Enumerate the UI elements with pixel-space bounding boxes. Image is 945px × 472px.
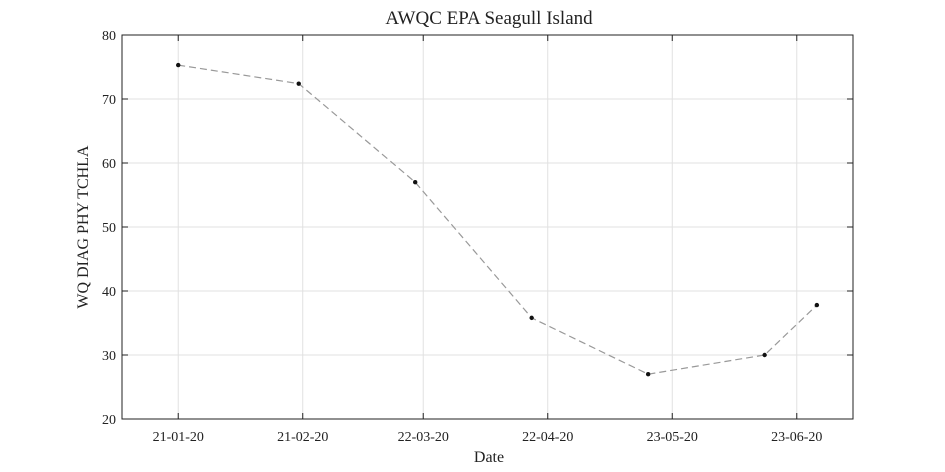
chart-title: AWQC EPA Seagull Island xyxy=(385,8,593,29)
series-layer xyxy=(176,62,820,377)
data-point xyxy=(413,180,418,185)
y-tick-label: 50 xyxy=(102,221,116,236)
axis-ticks: 20 30 40 50 60 70 80 21-01-20 21-02-20 22-03-20 22… xyxy=(102,29,853,445)
series-line xyxy=(178,64,818,375)
x-tick-label: 23-06-20 xyxy=(771,430,822,445)
x-tick-label: 23-05-20 xyxy=(647,430,698,445)
y-tick-label: 30 xyxy=(102,349,116,364)
data-point xyxy=(762,352,767,358)
y-tick-label: 20 xyxy=(102,413,116,428)
y-axis-label: WQ DIAG PHY TCHLA xyxy=(75,145,92,309)
data-point xyxy=(176,62,181,68)
data-point xyxy=(529,315,534,321)
x-tick-label: 22-03-20 xyxy=(398,430,449,445)
data-point xyxy=(645,372,651,377)
data-point xyxy=(814,302,820,308)
data-point xyxy=(296,81,301,86)
y-tick-label: 40 xyxy=(102,285,116,300)
grid xyxy=(122,35,853,419)
y-tick-label: 60 xyxy=(102,157,116,172)
x-tick-label: 21-01-20 xyxy=(153,430,204,445)
y-tick-label: 70 xyxy=(102,93,116,108)
y-tick-label: 80 xyxy=(102,29,116,44)
x-tick-label: 22-04-20 xyxy=(522,430,573,445)
x-tick-label: 21-02-20 xyxy=(277,430,328,445)
x-axis-label: Date xyxy=(474,449,504,466)
